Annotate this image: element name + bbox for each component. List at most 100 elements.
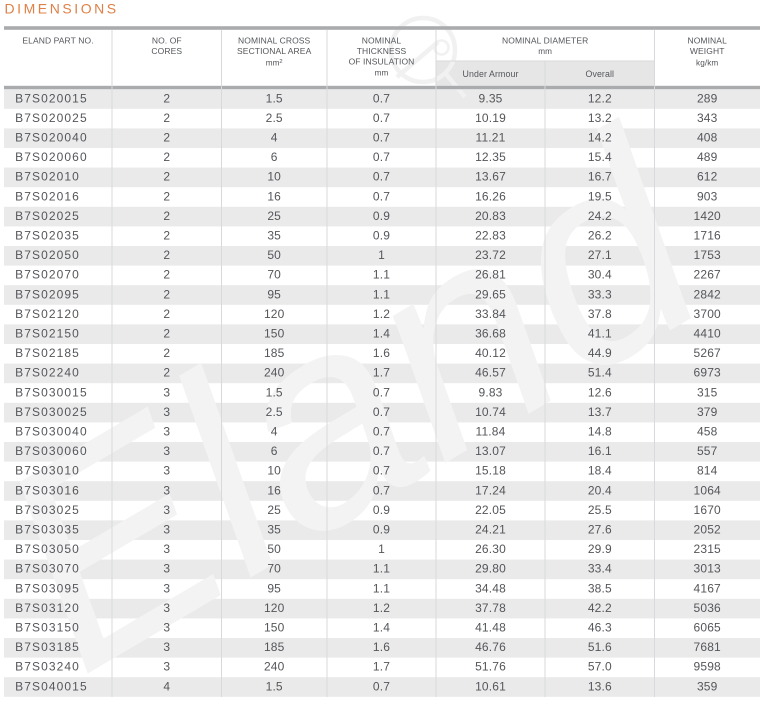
svg-text:1.7: 1.7 (373, 660, 390, 674)
svg-text:379: 379 (697, 405, 718, 419)
svg-text:1.4: 1.4 (373, 327, 390, 341)
svg-text:1.1: 1.1 (373, 268, 390, 282)
svg-text:903: 903 (697, 189, 718, 203)
svg-text:6973: 6973 (694, 366, 721, 380)
svg-text:29.9: 29.9 (588, 542, 612, 556)
svg-text:50: 50 (267, 248, 281, 262)
svg-text:3: 3 (163, 542, 170, 556)
svg-text:359: 359 (697, 679, 718, 693)
svg-text:25: 25 (267, 503, 281, 517)
svg-text:0.7: 0.7 (373, 425, 390, 439)
svg-text:B7S03050: B7S03050 (15, 542, 80, 556)
svg-text:B7S03095: B7S03095 (15, 581, 80, 595)
svg-text:37.78: 37.78 (475, 601, 506, 615)
svg-text:1.5: 1.5 (266, 679, 283, 693)
svg-text:29.80: 29.80 (475, 562, 506, 576)
svg-text:B7S02095: B7S02095 (15, 287, 80, 301)
svg-text:NOMINAL: NOMINAL (362, 36, 402, 46)
svg-text:29.65: 29.65 (475, 287, 506, 301)
svg-text:B7S03240: B7S03240 (15, 660, 80, 674)
svg-text:3: 3 (163, 464, 170, 478)
svg-text:6: 6 (271, 444, 278, 458)
svg-text:95: 95 (267, 581, 281, 595)
svg-text:185: 185 (264, 346, 285, 360)
svg-text:612: 612 (697, 170, 718, 184)
svg-text:0.9: 0.9 (373, 503, 390, 517)
svg-text:46.57: 46.57 (475, 366, 506, 380)
svg-text:120: 120 (264, 601, 285, 615)
svg-text:B7S03035: B7S03035 (15, 523, 80, 537)
svg-text:10: 10 (267, 464, 281, 478)
svg-text:0.7: 0.7 (373, 189, 390, 203)
svg-text:1064: 1064 (694, 483, 721, 497)
svg-text:3: 3 (163, 385, 170, 399)
svg-text:35: 35 (267, 229, 281, 243)
svg-text:mm2: mm2 (266, 59, 283, 68)
svg-text:2: 2 (163, 209, 170, 223)
svg-text:0.7: 0.7 (373, 483, 390, 497)
svg-text:2: 2 (163, 131, 170, 145)
svg-text:Overall: Overall (586, 69, 615, 79)
svg-text:3013: 3013 (694, 562, 721, 576)
svg-text:4: 4 (163, 679, 170, 693)
svg-text:41.48: 41.48 (475, 621, 506, 635)
svg-text:0.7: 0.7 (373, 444, 390, 458)
svg-text:B7S03070: B7S03070 (15, 562, 80, 576)
svg-text:5267: 5267 (694, 346, 721, 360)
svg-text:3: 3 (163, 562, 170, 576)
svg-text:B7S02185: B7S02185 (15, 346, 80, 360)
svg-text:0.7: 0.7 (373, 464, 390, 478)
svg-text:1.4: 1.4 (373, 621, 390, 635)
svg-text:3: 3 (163, 640, 170, 654)
svg-text:3: 3 (163, 581, 170, 595)
svg-text:289: 289 (697, 91, 718, 105)
svg-text:2: 2 (163, 150, 170, 164)
svg-text:1.5: 1.5 (266, 91, 283, 105)
svg-text:3: 3 (163, 483, 170, 497)
svg-text:0.9: 0.9 (373, 229, 390, 243)
svg-text:34.48: 34.48 (475, 581, 506, 595)
svg-text:51.76: 51.76 (475, 660, 506, 674)
svg-text:5036: 5036 (694, 601, 721, 615)
svg-text:2842: 2842 (694, 287, 721, 301)
svg-text:B7S020015: B7S020015 (15, 91, 88, 105)
svg-text:150: 150 (264, 621, 285, 635)
svg-text:2267: 2267 (694, 268, 721, 282)
svg-text:16.1: 16.1 (588, 444, 612, 458)
svg-text:42.2: 42.2 (588, 601, 612, 615)
svg-text:18.4: 18.4 (588, 464, 612, 478)
svg-text:1753: 1753 (694, 248, 721, 262)
svg-text:6: 6 (271, 150, 278, 164)
svg-text:2: 2 (163, 170, 170, 184)
svg-text:16.26: 16.26 (475, 189, 506, 203)
svg-text:20.83: 20.83 (475, 209, 506, 223)
svg-text:B7S03025: B7S03025 (15, 503, 80, 517)
svg-text:1.6: 1.6 (373, 640, 390, 654)
svg-text:489: 489 (697, 150, 718, 164)
svg-text:0.7: 0.7 (373, 405, 390, 419)
svg-text:41.1: 41.1 (588, 327, 612, 341)
svg-text:4167: 4167 (694, 581, 721, 595)
svg-text:2: 2 (163, 346, 170, 360)
svg-text:10: 10 (267, 170, 281, 184)
svg-text:B7S020025: B7S020025 (15, 111, 88, 125)
svg-text:50: 50 (267, 542, 281, 556)
svg-text:51.4: 51.4 (588, 366, 612, 380)
svg-text:THICKNESS: THICKNESS (357, 46, 407, 56)
svg-text:19.5: 19.5 (588, 189, 612, 203)
svg-text:33.3: 33.3 (588, 287, 612, 301)
svg-text:70: 70 (267, 268, 281, 282)
svg-text:B7S03016: B7S03016 (15, 483, 80, 497)
svg-text:mm: mm (375, 69, 389, 78)
svg-text:26.2: 26.2 (588, 229, 612, 243)
svg-text:2.5: 2.5 (266, 111, 283, 125)
svg-text:3700: 3700 (694, 307, 721, 321)
svg-text:B7S02240: B7S02240 (15, 366, 80, 380)
svg-text:NOMINAL DIAMETER: NOMINAL DIAMETER (502, 36, 588, 46)
svg-text:B7S02070: B7S02070 (15, 268, 80, 282)
svg-text:1.6: 1.6 (373, 346, 390, 360)
svg-text:33.84: 33.84 (475, 307, 506, 321)
svg-text:0.7: 0.7 (373, 150, 390, 164)
svg-text:NO. OF: NO. OF (152, 36, 182, 46)
svg-text:3: 3 (163, 523, 170, 537)
